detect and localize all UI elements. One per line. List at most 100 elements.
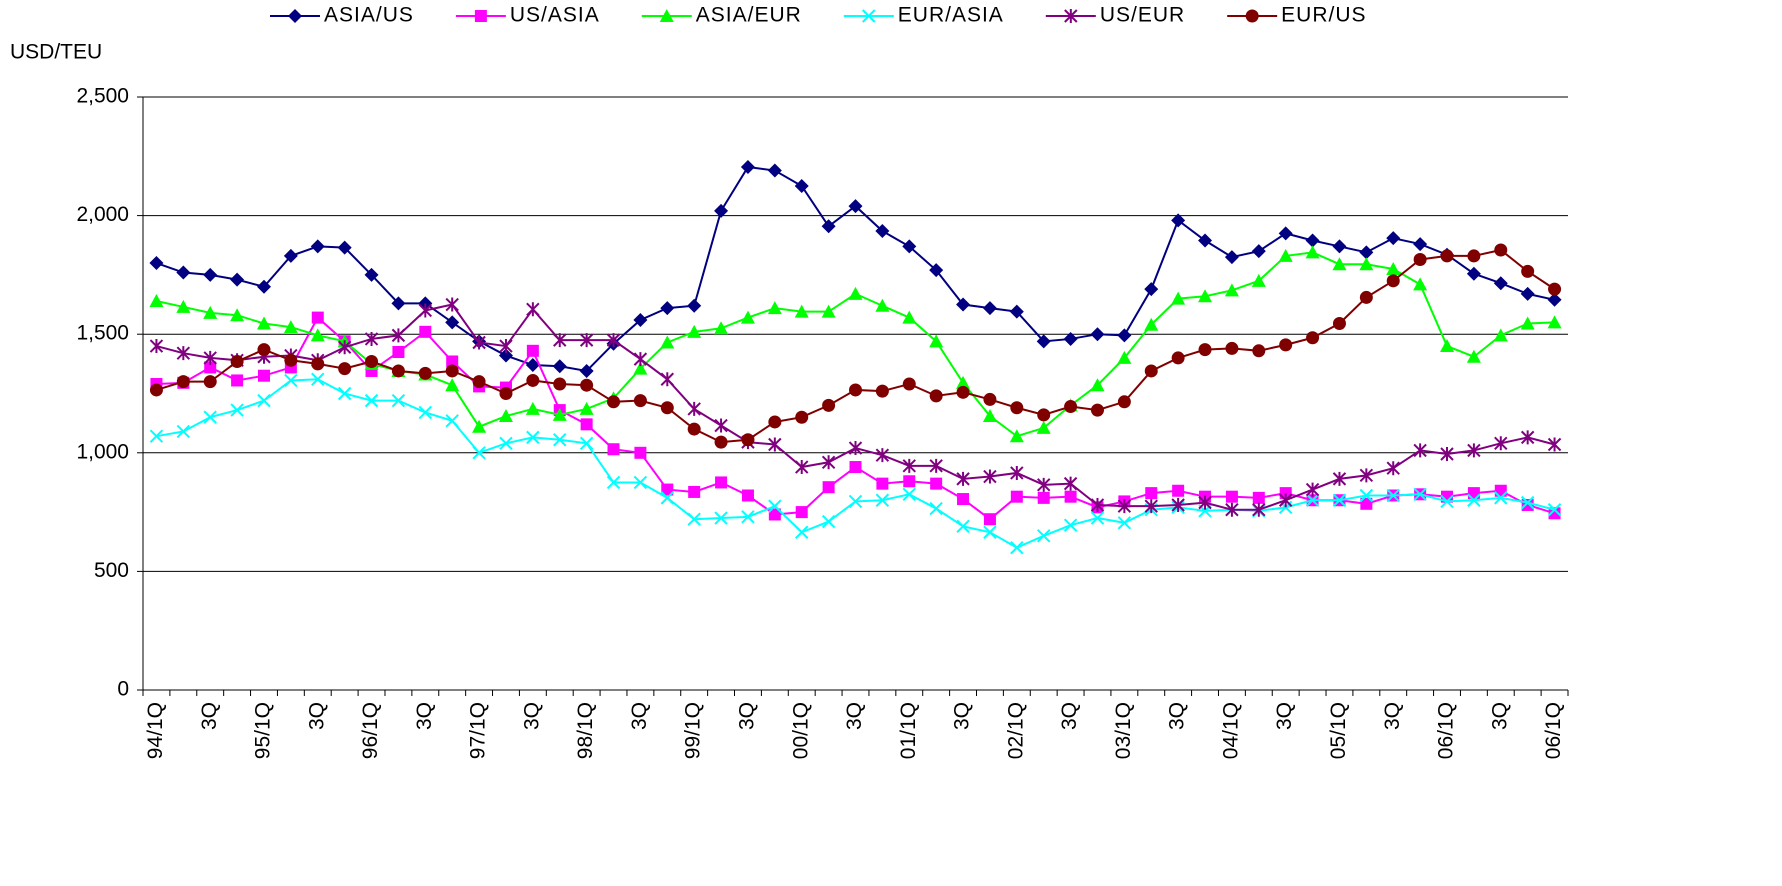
data-point [1117, 395, 1131, 409]
data-point [364, 267, 379, 282]
x-tick-label: 3Q [520, 702, 543, 730]
data-point [579, 436, 594, 451]
data-point [230, 403, 244, 417]
data-point [311, 372, 325, 386]
data-point [715, 476, 728, 489]
data-point [1547, 503, 1562, 517]
data-point [391, 364, 405, 378]
data-point [607, 395, 621, 409]
data-point [1252, 502, 1266, 517]
data-point [794, 304, 809, 318]
series [149, 372, 1562, 555]
data-point [1090, 403, 1104, 417]
data-point [1171, 351, 1185, 365]
data-point [875, 298, 890, 312]
legend-label: ASIA/EUR [696, 4, 802, 27]
data-point [392, 345, 405, 358]
data-point [149, 383, 163, 397]
data-point [1064, 490, 1077, 503]
data-point [956, 375, 971, 389]
data-point [741, 510, 755, 524]
data-point [472, 419, 487, 433]
data-point [1036, 334, 1051, 349]
data-point [848, 494, 863, 509]
data-point [1172, 484, 1185, 497]
data-point [1466, 266, 1481, 281]
data-point [176, 346, 191, 361]
data-point [606, 475, 621, 490]
data-point [1064, 400, 1078, 414]
data-point [1224, 283, 1239, 297]
data-point [1251, 273, 1266, 287]
y-tick-label: 2,500 [76, 85, 129, 108]
data-point [1009, 429, 1024, 443]
x-tick-label: 05/1Q [1327, 702, 1350, 759]
data-point [418, 303, 433, 318]
data-point [1144, 317, 1159, 331]
data-point [1386, 461, 1400, 476]
data-point [256, 279, 271, 294]
data-point [714, 435, 728, 449]
data-point [1171, 213, 1186, 228]
data-point [445, 414, 459, 428]
series [149, 243, 1562, 449]
data-point [740, 159, 755, 174]
data-point [956, 519, 970, 534]
legend-marker [1064, 9, 1078, 23]
data-point [795, 525, 809, 539]
data-point [365, 354, 379, 368]
data-point [1279, 338, 1293, 352]
x-tick-label: 3Q [843, 702, 866, 730]
data-point [848, 199, 863, 214]
data-point [956, 385, 970, 399]
data-point [1278, 226, 1293, 241]
data-point [1009, 304, 1024, 319]
legend-marker [288, 9, 302, 23]
data-point [445, 297, 459, 312]
data-point [929, 334, 944, 348]
data-point [1252, 491, 1265, 504]
x-tick-label: 3Q [198, 702, 221, 730]
data-point [1440, 494, 1454, 509]
data-point [1521, 498, 1534, 511]
data-point [176, 299, 191, 313]
data-point [338, 362, 352, 376]
data-point [526, 344, 539, 357]
y-tick-label: 1,000 [76, 440, 129, 463]
data-point [1010, 490, 1023, 503]
data-point [1440, 446, 1454, 461]
data-point [203, 305, 218, 319]
data-point [688, 485, 701, 498]
x-tick-label: 06/1Q [1435, 702, 1458, 759]
x-tick-label: 3Q [1488, 702, 1511, 730]
data-point [1548, 282, 1562, 296]
data-point [929, 389, 943, 403]
data-point [902, 487, 916, 502]
data-point [204, 361, 217, 374]
data-point [1493, 276, 1508, 291]
data-point [982, 301, 997, 316]
data-point [445, 378, 460, 392]
x-tick-label: 99/1Q [682, 702, 705, 759]
data-point [687, 422, 701, 436]
data-point [876, 477, 889, 490]
data-point [1171, 497, 1185, 512]
data-point [1440, 339, 1455, 353]
data-point [822, 481, 835, 494]
data-point [607, 443, 620, 456]
data-point [1521, 264, 1535, 278]
data-point [1467, 493, 1481, 507]
data-point [1225, 502, 1239, 517]
data-point [418, 366, 432, 380]
data-point [902, 377, 916, 391]
x-tick-label: 3Q [1381, 702, 1404, 730]
data-point [983, 513, 996, 526]
data-point [821, 455, 836, 470]
data-point [283, 320, 298, 334]
data-point [1386, 231, 1401, 246]
legend-label: ASIA/US [324, 4, 414, 27]
data-point [526, 302, 540, 317]
data-point [1360, 497, 1373, 510]
data-point [337, 386, 352, 401]
